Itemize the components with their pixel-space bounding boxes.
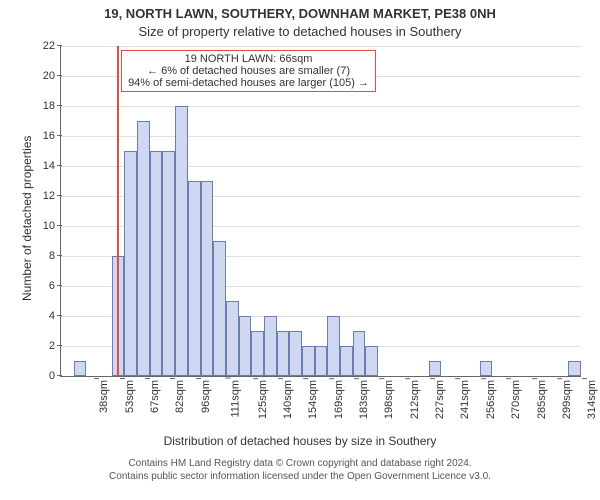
chart-title-sub: Size of property relative to detached ho… [0,24,600,39]
x-tick: 198sqm [384,380,396,419]
x-tick: 125sqm [257,380,269,419]
histogram-bar [175,106,188,376]
x-tick: 256sqm [485,380,497,419]
y-tick: 20 [43,70,61,82]
chart-title-main: 19, NORTH LAWN, SOUTHERY, DOWNHAM MARKET… [0,6,600,21]
histogram-bar [327,316,340,376]
y-tick: 10 [43,220,61,232]
histogram-bar [201,181,214,376]
x-tick: 38sqm [98,380,110,413]
x-tick: 169sqm [333,380,345,419]
x-tick: 53sqm [124,380,136,413]
histogram-bar [277,331,290,376]
x-tick: 82sqm [174,380,186,413]
y-tick: 8 [49,250,61,262]
histogram-bar [226,301,239,376]
histogram-bar [239,316,252,376]
gridline [61,46,581,47]
x-tick: 96sqm [200,380,212,413]
x-tick: 299sqm [561,380,573,419]
x-tick: 140sqm [282,380,294,419]
y-tick: 14 [43,160,61,172]
callout-line-3: 94% of semi-detached houses are larger (… [128,77,369,89]
x-tick: 270sqm [510,380,522,419]
reference-line [117,46,119,376]
histogram-bar [302,346,315,376]
histogram-bar [162,151,175,376]
histogram-bar [137,121,150,376]
x-tick: 212sqm [409,380,421,419]
footer-attribution: Contains HM Land Registry data © Crown c… [0,458,600,483]
x-tick: 285sqm [536,380,548,419]
x-tick: 154sqm [307,380,319,419]
footer-line-1: Contains HM Land Registry data © Crown c… [0,458,600,471]
callout-line-2: ← 6% of detached houses are smaller (7) [128,65,369,77]
y-tick: 2 [49,340,61,352]
x-tick: 227sqm [434,380,446,419]
plot-area: 024681012141618202238sqm53sqm67sqm82sqm9… [60,46,581,377]
histogram-bar [568,361,581,376]
x-tick: 67sqm [149,380,161,413]
histogram-bar [429,361,442,376]
histogram-bar [74,361,87,376]
y-tick: 16 [43,130,61,142]
histogram-bar [365,346,378,376]
histogram-bar [353,331,366,376]
histogram-bar [264,316,277,376]
histogram-bar [150,151,163,376]
y-tick: 12 [43,190,61,202]
gridline [61,106,581,107]
x-tick: 183sqm [358,380,370,419]
x-axis-label: Distribution of detached houses by size … [0,434,600,448]
y-tick: 6 [49,280,61,292]
histogram-bar [124,151,137,376]
y-tick: 22 [43,40,61,52]
histogram-bar [315,346,328,376]
callout-line-1: 19 NORTH LAWN: 66sqm [128,53,369,65]
histogram-bar [340,346,353,376]
y-tick: 0 [49,370,61,382]
histogram-bar [289,331,302,376]
reference-callout: 19 NORTH LAWN: 66sqm ← 6% of detached ho… [121,50,376,92]
y-tick: 4 [49,310,61,322]
x-tick: 241sqm [460,380,472,419]
histogram-bar [213,241,226,376]
footer-line-2: Contains public sector information licen… [0,471,600,484]
y-axis-label: Number of detached properties [20,136,34,301]
x-tick: 111sqm [230,380,242,418]
x-tick: 314sqm [586,380,598,419]
y-tick: 18 [43,100,61,112]
histogram-bar [188,181,201,376]
histogram-bar [251,331,264,376]
histogram-bar [480,361,493,376]
